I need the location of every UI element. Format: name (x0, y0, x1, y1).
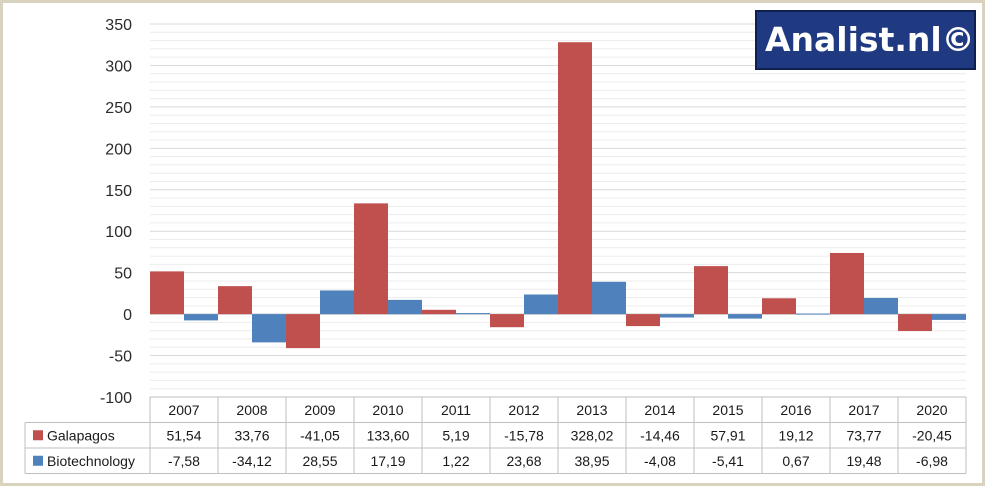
data-label-galapagos: 33,76 (234, 427, 269, 443)
bar-galapagos-2020 (898, 314, 932, 332)
bar-galapagos-2014 (626, 314, 660, 327)
y-tick-label: 350 (105, 17, 132, 34)
analist-logo: Analist.nl© (755, 10, 976, 70)
data-label-biotechnology: 0,67 (782, 453, 809, 469)
y-tick-label: 0 (123, 307, 132, 324)
x-tick-label: 2012 (508, 402, 539, 418)
data-label-biotechnology: -34,12 (232, 453, 272, 469)
x-tick-label: 2008 (236, 402, 267, 418)
data-label-biotechnology: 28,55 (302, 453, 337, 469)
bar-biotechnology-2013 (592, 281, 626, 315)
x-tick-label: 2007 (168, 402, 199, 418)
x-tick-label: 2015 (712, 402, 743, 418)
bar-biotechnology-2020 (932, 314, 966, 320)
y-tick-label: 150 (105, 183, 132, 200)
bar-biotechnology-2007 (184, 314, 218, 321)
bar-galapagos-2015 (694, 266, 728, 315)
bar-biotechnology-2011 (456, 313, 490, 315)
y-tick-label: 50 (114, 266, 132, 283)
data-label-galapagos: 51,54 (166, 427, 201, 443)
y-tick-label: -50 (109, 349, 132, 366)
bar-galapagos-2013 (558, 42, 592, 315)
data-label-galapagos: 73,77 (846, 427, 881, 443)
legend-swatch-galapagos (33, 430, 43, 441)
data-label-galapagos: 328,02 (571, 427, 614, 443)
data-label-galapagos: 57,91 (710, 427, 745, 443)
data-label-galapagos: -41,05 (300, 427, 340, 443)
data-label-biotechnology: 23,68 (506, 453, 541, 469)
data-label-biotechnology: -7,58 (168, 453, 200, 469)
data-label-biotechnology: 38,95 (574, 453, 609, 469)
bar-biotechnology-2016 (796, 313, 830, 315)
data-label-biotechnology: -4,08 (644, 453, 676, 469)
y-tick-label: 100 (105, 224, 132, 241)
bar-biotechnology-2010 (388, 299, 422, 315)
bar-galapagos-2009 (286, 314, 320, 349)
x-tick-label: 2013 (576, 402, 607, 418)
data-label-biotechnology: -5,41 (712, 453, 744, 469)
x-tick-label: 2011 (441, 402, 471, 418)
data-label-galapagos: 19,12 (778, 427, 813, 443)
bar-galapagos-2012 (490, 314, 524, 328)
x-tick-label: 2010 (372, 402, 403, 418)
x-tick-label: 2020 (916, 402, 947, 418)
data-label-biotechnology: 17,19 (370, 453, 405, 469)
bars (150, 42, 966, 349)
bar-biotechnology-2009 (320, 290, 354, 315)
legend-swatch-biotechnology (33, 455, 43, 466)
data-label-galapagos: 5,19 (442, 427, 469, 443)
y-axis: 350 300 250 200 150 100 50 0 -50 -100 (100, 17, 132, 407)
legend-label-galapagos: Galapagos (47, 427, 115, 443)
data-label-biotechnology: 19,48 (846, 453, 881, 469)
bar-galapagos-2007 (150, 271, 184, 315)
legend-label-biotechnology: Biotechnology (47, 453, 135, 469)
bar-galapagos-2008 (218, 286, 252, 315)
data-label-biotechnology: -6,98 (916, 453, 948, 469)
bar-biotechnology-2008 (252, 314, 286, 343)
data-table: 2007 2008 2009 2010 2011 2012 2013 2014 2015 2016… (24, 396, 967, 474)
bar-biotechnology-2017 (864, 297, 898, 315)
bar-galapagos-2017 (830, 252, 864, 315)
bar-biotechnology-2014 (660, 314, 694, 318)
y-tick-label: 300 (105, 58, 132, 75)
y-tick-label: 250 (105, 100, 132, 117)
x-tick-label: 2009 (304, 402, 335, 418)
x-tick-label: 2017 (848, 402, 879, 418)
bar-galapagos-2011 (422, 309, 456, 315)
x-tick-label: 2016 (780, 402, 811, 418)
bar-galapagos-2016 (762, 298, 796, 315)
data-label-biotechnology: 1,22 (442, 453, 469, 469)
y-tick-label: -100 (100, 390, 132, 407)
x-tick-label: 2014 (644, 402, 675, 418)
y-tick-label: 200 (105, 141, 132, 158)
bar-galapagos-2010 (354, 203, 388, 315)
data-label-galapagos: -14,46 (640, 427, 680, 443)
bar-biotechnology-2012 (524, 294, 558, 315)
data-label-galapagos: -15,78 (504, 427, 544, 443)
data-label-galapagos: 133,60 (367, 427, 410, 443)
bar-biotechnology-2015 (728, 314, 762, 319)
data-label-galapagos: -20,45 (912, 427, 952, 443)
